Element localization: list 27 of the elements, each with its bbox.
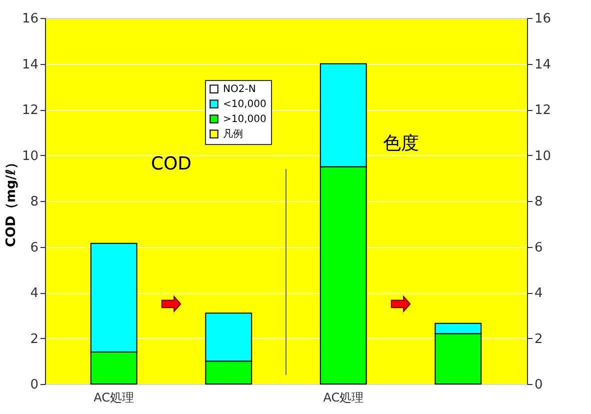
legend-label: NO2-N	[223, 84, 256, 95]
x-tick-label: AC処理	[323, 390, 364, 404]
y2-tick-label: 4	[534, 286, 543, 301]
annotation: 色度	[382, 132, 419, 154]
y2-tick-label: 12	[534, 103, 552, 118]
y-tick-label: 8	[30, 194, 38, 210]
y2-tick-label: 2	[534, 332, 543, 347]
y-tick-label: 10	[22, 148, 38, 164]
y2-tick-label: 14	[534, 57, 552, 72]
y-tick-label: 2	[30, 332, 38, 347]
legend-label: >10,000	[223, 114, 266, 125]
y2-tick-label: 10	[534, 148, 552, 164]
y-tick-label: 12	[22, 103, 38, 118]
annotation: COD	[150, 153, 192, 174]
y-tick-label: 14	[22, 57, 38, 72]
legend-label: 凡例	[223, 129, 243, 140]
y2-tick-label: 6	[534, 240, 543, 256]
y2-tick-label: 16	[534, 12, 552, 26]
y-tick-label: 6	[30, 240, 38, 256]
y-tick-label: 4	[30, 286, 38, 301]
y-tick-label: 16	[22, 12, 38, 26]
y2-tick-label: 8	[534, 194, 543, 210]
legend-label: <10,000	[223, 99, 266, 110]
y2-tick-label: 0	[534, 378, 543, 392]
y-axis-title: COD（mg/ℓ）	[4, 156, 19, 248]
x-tick-label: AC処理	[94, 390, 134, 404]
y-tick-label: 0	[30, 378, 38, 392]
